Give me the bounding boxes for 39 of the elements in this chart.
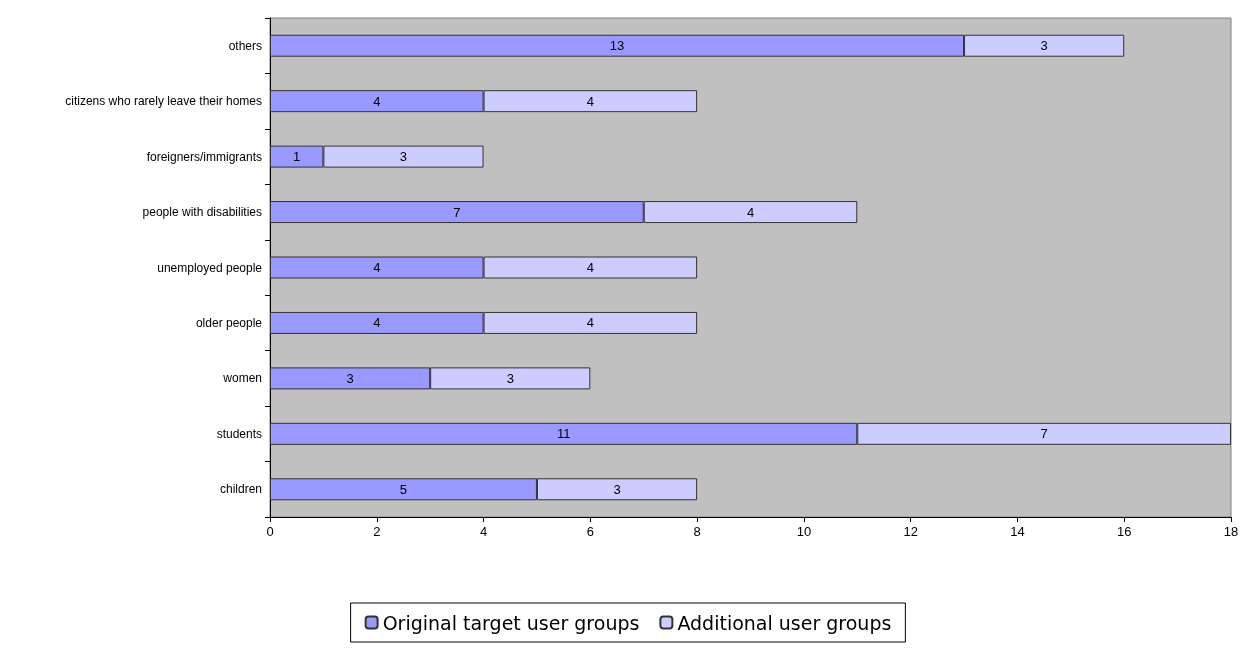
y-tick-label: students xyxy=(216,426,262,441)
data-label: 4 xyxy=(373,315,381,331)
y-tick-label: older people xyxy=(195,315,263,330)
y-tick-label: citizens who rarely leave their homes xyxy=(65,94,262,109)
data-label: 4 xyxy=(586,93,594,109)
data-label: 11 xyxy=(556,426,571,442)
legend-label: Original target user groups xyxy=(382,611,640,634)
data-label: 7 xyxy=(453,204,461,220)
data-label: 4 xyxy=(373,93,381,109)
data-label: 4 xyxy=(586,260,594,275)
data-label: 3 xyxy=(346,370,354,386)
y-tick-label: others xyxy=(228,38,262,53)
data-label: 4 xyxy=(586,315,594,331)
x-tick-label: 0 xyxy=(266,524,274,539)
x-tick-label: 2 xyxy=(373,524,381,539)
x-tick-label: 6 xyxy=(586,524,594,539)
y-tick-label: foreigners/immigrants xyxy=(146,149,262,164)
x-tick-label: 16 xyxy=(1116,524,1132,539)
data-label: 1 xyxy=(293,149,301,165)
y-tick-label: unemployed people xyxy=(157,260,263,275)
x-tick-label: 8 xyxy=(693,524,701,539)
x-tick-label: 4 xyxy=(479,524,488,539)
y-tick-label: people with disabilities xyxy=(142,205,262,220)
data-label: 3 xyxy=(613,481,621,497)
x-tick-label: 18 xyxy=(1223,524,1239,539)
data-label: 3 xyxy=(506,370,514,386)
data-label: 13 xyxy=(609,38,625,54)
data-label: 7 xyxy=(1040,426,1048,442)
legend-label: Additional user groups xyxy=(677,611,892,634)
data-label: 3 xyxy=(399,149,408,165)
x-tick-label: 14 xyxy=(1010,524,1025,539)
data-label: 5 xyxy=(399,481,408,497)
data-label: 4 xyxy=(746,204,755,220)
x-tick-label: 10 xyxy=(796,524,812,539)
data-label: 4 xyxy=(373,260,381,275)
y-tick-label: women xyxy=(222,371,262,386)
y-tick-label: children xyxy=(219,482,262,497)
x-tick-label: 12 xyxy=(903,524,918,539)
data-label: 3 xyxy=(1040,38,1048,54)
